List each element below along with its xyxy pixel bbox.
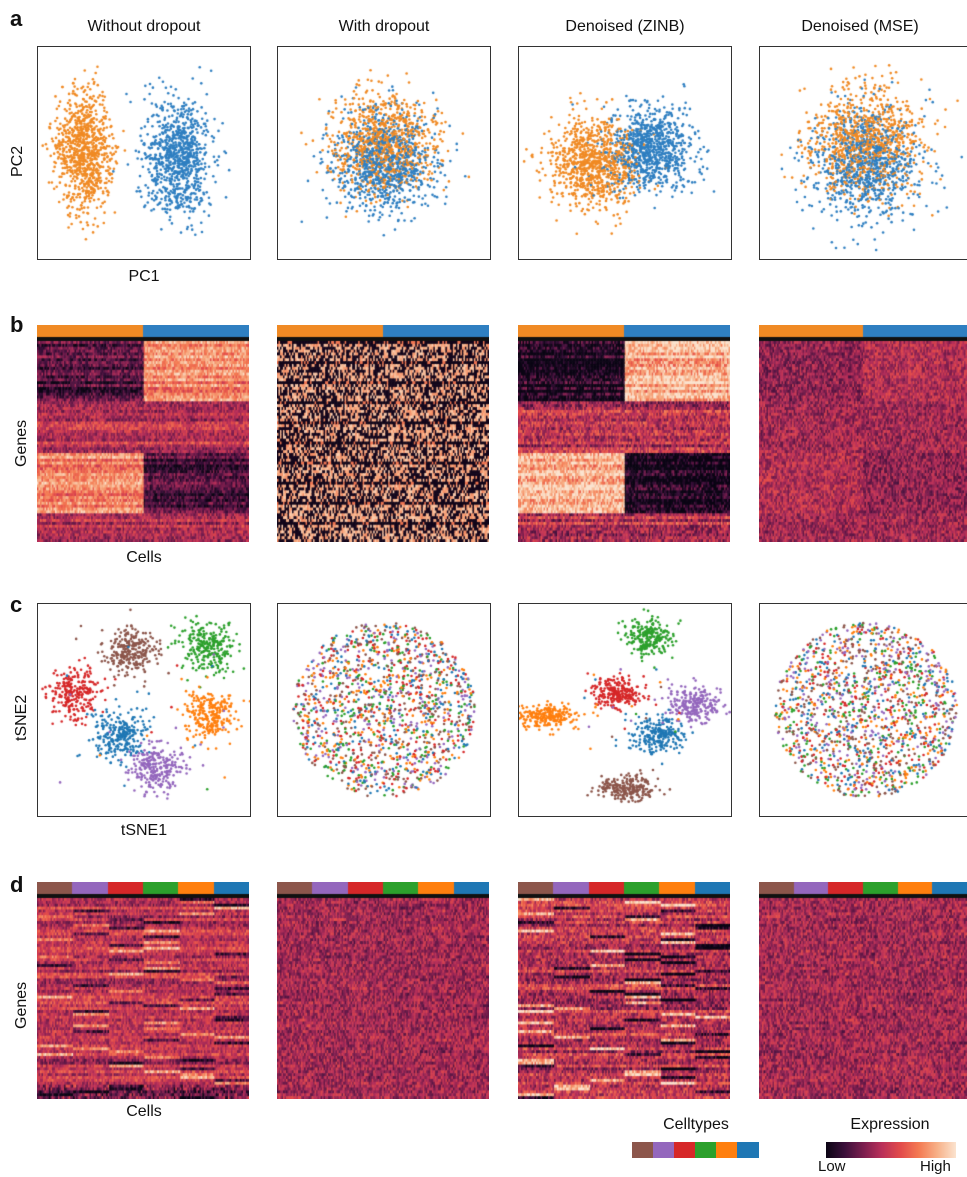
tsne-scatter-without-dropout xyxy=(38,604,250,816)
column-title-4: Denoised (MSE) xyxy=(801,18,919,35)
legend-celltype-swatch-1 xyxy=(632,1142,653,1158)
y-label-genes-d: Genes xyxy=(13,981,30,1029)
legend-celltypes-title: Celltypes xyxy=(663,1116,729,1133)
y-label-genes-b: Genes xyxy=(13,419,30,467)
legend-celltype-swatch-4 xyxy=(695,1142,716,1158)
heatmap-d-zinb xyxy=(518,882,730,1099)
heatmap-b-zinb xyxy=(518,325,730,542)
heatmap-d-with-dropout xyxy=(277,882,489,1099)
x-label-pc1: PC1 xyxy=(128,268,160,285)
panel-label-d: d xyxy=(10,872,24,897)
heatmap-d-mse xyxy=(759,882,967,1099)
heatmap-b-with-dropout xyxy=(277,325,489,542)
legend-high-label: High xyxy=(920,1158,951,1175)
legend-low-label: Low xyxy=(818,1158,846,1175)
y-label-pc2: PC2 xyxy=(9,145,26,177)
legend-celltype-swatch-2 xyxy=(653,1142,674,1158)
x-label-cells-d: Cells xyxy=(126,1103,162,1120)
column-title-2: With dropout xyxy=(338,18,430,35)
column-title-1: Without dropout xyxy=(87,18,201,35)
heatmap-d-without-dropout xyxy=(37,882,249,1099)
legend-expression-colorbar xyxy=(826,1142,956,1158)
pca-scatter-mse xyxy=(760,47,967,259)
tsne-scatter-with-dropout xyxy=(278,604,490,816)
legend-celltype-swatch-6 xyxy=(737,1142,759,1158)
pca-scatter-zinb xyxy=(519,47,731,259)
pca-scatter-without-dropout xyxy=(38,47,250,259)
pca-scatter-with-dropout xyxy=(278,47,490,259)
x-label-cells-b: Cells xyxy=(126,549,162,566)
panel-label-c: c xyxy=(10,592,23,617)
panel-label-a: a xyxy=(10,6,23,31)
legend-celltype-swatch-5 xyxy=(716,1142,737,1158)
y-label-tsne2: tSNE2 xyxy=(13,694,30,741)
legend-expression-title: Expression xyxy=(850,1116,930,1133)
panel-label-b: b xyxy=(10,312,24,337)
heatmap-b-mse xyxy=(759,325,967,542)
heatmap-b-without-dropout xyxy=(37,325,249,542)
legend-celltype-swatch-3 xyxy=(674,1142,695,1158)
column-title-3: Denoised (ZINB) xyxy=(565,18,685,35)
tsne-scatter-mse xyxy=(760,604,967,816)
x-label-tsne1: tSNE1 xyxy=(120,822,168,839)
tsne-scatter-zinb xyxy=(519,604,731,816)
